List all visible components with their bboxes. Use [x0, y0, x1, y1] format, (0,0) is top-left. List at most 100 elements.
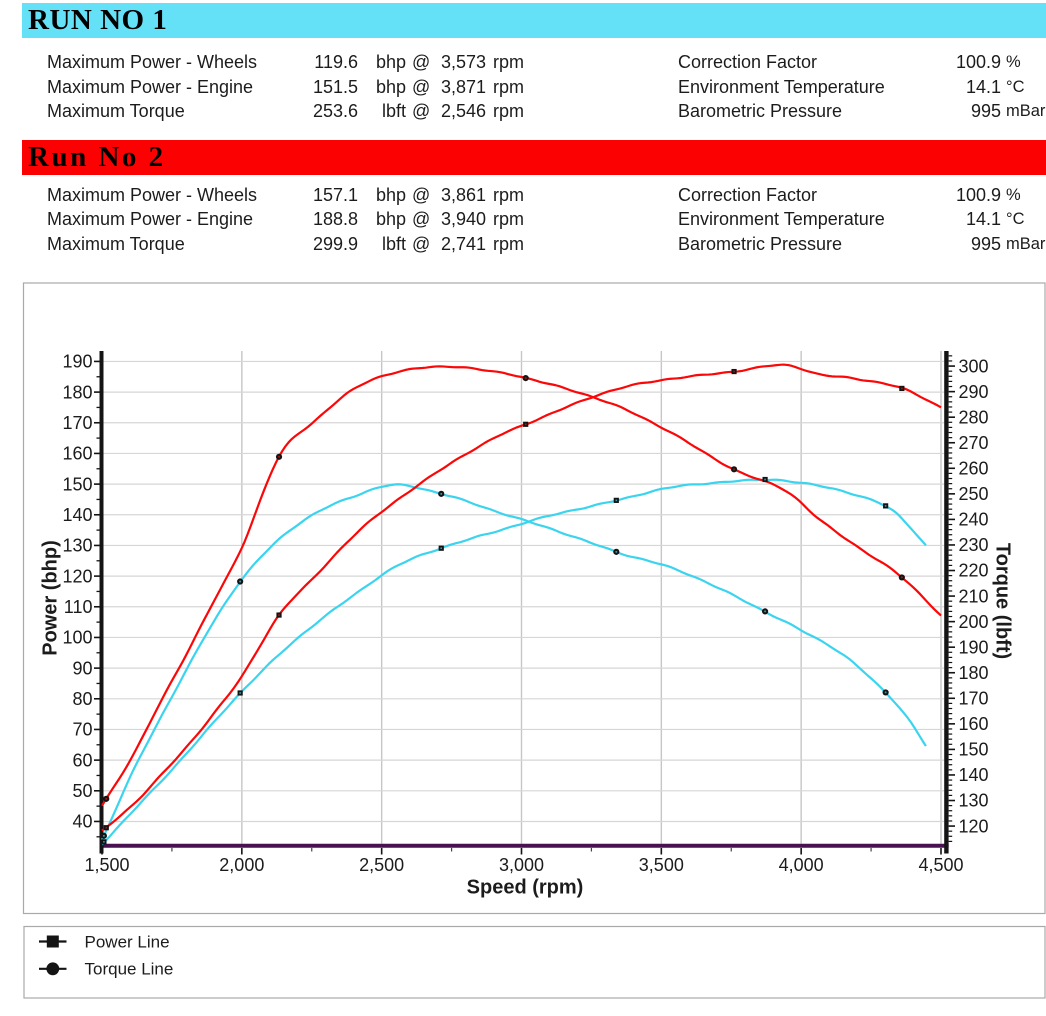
- run2-torque-curve: [101, 365, 942, 807]
- run1-torque-marker-core: [884, 691, 887, 694]
- stat-at-sign: @: [412, 209, 431, 229]
- power-tick-label: 140: [62, 505, 92, 525]
- stat-label: Maximum Power - Wheels: [47, 52, 258, 72]
- x-tick-label: 3,500: [639, 855, 684, 875]
- power-tick-label: 150: [62, 474, 92, 494]
- torque-tick-label: 280: [959, 407, 989, 427]
- stat-value: 188.8: [312, 209, 358, 229]
- legend-circle-marker: [46, 962, 60, 976]
- run1-power-marker-core: [764, 478, 766, 481]
- legend-label: Torque Line: [85, 960, 174, 979]
- run1-power-marker-core: [103, 841, 105, 843]
- condition-unit: %: [1006, 185, 1021, 204]
- run1-torque-marker-core: [239, 580, 242, 583]
- torque-tick-label: 180: [959, 663, 989, 683]
- stat-label: Maximum Torque: [47, 101, 185, 121]
- power-axis-title: Power (bhp): [40, 540, 62, 656]
- torque-tick-label: 190: [959, 637, 989, 657]
- power-tick-label: 60: [72, 750, 92, 770]
- run2-power-marker-core: [105, 826, 108, 829]
- run2-torque-marker-core: [524, 377, 527, 380]
- x-tick-label: 1,500: [84, 855, 129, 875]
- stat-rpm: 3,940: [440, 209, 486, 229]
- run2-power-marker-core: [278, 614, 280, 616]
- run1-torque-marker-core: [102, 834, 105, 837]
- chart-frame: [22, 282, 1046, 915]
- power-tick-label: 70: [72, 720, 92, 740]
- power-tick-label: 130: [62, 536, 92, 556]
- run2-title: Run No 2: [28, 141, 166, 173]
- torque-tick-label: 300: [959, 356, 989, 376]
- run1-power-marker-core: [884, 505, 887, 507]
- torque-tick-label: 200: [959, 612, 989, 632]
- run2-torque-marker-core: [278, 455, 281, 458]
- stat-at-sign: @: [412, 76, 431, 97]
- torque-tick-label: 170: [959, 688, 989, 708]
- condition-value: 995: [970, 233, 1001, 254]
- run1-power-marker-core: [239, 692, 241, 694]
- run1-torque-marker-core: [764, 610, 767, 613]
- power-tick-label: 180: [62, 382, 92, 402]
- run1-torque-marker-core: [615, 550, 618, 553]
- condition-label: Correction Factor: [678, 184, 818, 205]
- stat-value: 299.9: [312, 233, 358, 254]
- run1-stat-row-2: Maximum Power - Engine 151.5 bhp @ 3,871…: [0, 75, 1025, 99]
- torque-tick-label: 220: [959, 561, 989, 581]
- run2-stat-row-3: Maximum Torque 299.9 lbft @ 2,741 rpm Ba…: [0, 232, 1045, 256]
- stat-rpm: 3,871: [440, 76, 486, 97]
- run1-power-curve: [101, 478, 927, 846]
- condition-label: Barometric Pressure: [678, 101, 843, 121]
- run1-title: RUN NO 1: [28, 4, 168, 36]
- condition-label: Correction Factor: [678, 52, 818, 72]
- run2-power-marker-core: [901, 387, 903, 390]
- run2-torque-marker-core: [105, 797, 108, 800]
- x-tick-label: 4,500: [918, 855, 963, 875]
- condition-unit: %: [1006, 53, 1021, 71]
- condition-unit: mBar: [1006, 234, 1046, 253]
- torque-tick-label: 130: [959, 791, 989, 811]
- torque-tick-label: 160: [959, 714, 989, 734]
- power-tick-label: 170: [62, 413, 92, 433]
- x-tick-label: 2,500: [359, 855, 404, 875]
- stat-rpm-unit: rpm: [493, 76, 524, 97]
- run2-torque-marker-core: [733, 468, 736, 471]
- stat-at-sign: @: [412, 101, 431, 121]
- run2-power-marker-core: [733, 370, 735, 373]
- x-axis-title: Speed (rpm): [467, 877, 584, 899]
- stat-rpm-unit: rpm: [493, 233, 524, 254]
- legend-frame: [23, 925, 1046, 999]
- condition-unit: °C: [1006, 210, 1025, 228]
- legend-label: Power Line: [85, 932, 170, 951]
- run1-stat-row-1: Maximum Power - Wheels 119.6 bhp @ 3,573…: [0, 50, 1021, 74]
- torque-tick-label: 250: [959, 484, 989, 504]
- stat-rpm-unit: rpm: [493, 52, 524, 72]
- condition-value: 995: [970, 101, 1001, 121]
- legend-square-marker: [46, 935, 59, 948]
- stat-at-sign: @: [412, 184, 431, 205]
- run1-torque-marker-core: [440, 492, 443, 495]
- run2-power-curve: [101, 363, 942, 832]
- condition-label: Environment Temperature: [678, 209, 885, 229]
- stat-rpm-unit: rpm: [493, 209, 524, 229]
- torque-tick-label: 240: [959, 510, 989, 530]
- stat-value: 253.6: [312, 101, 358, 121]
- stat-label: Maximum Torque: [47, 233, 185, 254]
- stat-rpm: 3,861: [440, 184, 486, 205]
- stat-rpm-unit: rpm: [493, 101, 524, 121]
- run2-banner: Run No 2: [22, 140, 1046, 175]
- x-tick-label: 3,000: [499, 855, 544, 875]
- run1-torque-curve: [100, 483, 927, 841]
- torque-tick-label: 230: [959, 535, 989, 555]
- x-tick-label: 2,000: [219, 855, 264, 875]
- run1-power-marker-core: [440, 547, 443, 550]
- torque-axis-title: Torque (lbft): [992, 543, 1014, 659]
- stat-unit: lbft: [381, 101, 406, 121]
- torque-tick-label: 150: [959, 740, 989, 760]
- condition-unit: °C: [1006, 77, 1025, 96]
- run2-torque-marker-core: [900, 576, 903, 579]
- stat-unit: bhp: [375, 52, 406, 72]
- stat-label: Maximum Power - Wheels: [47, 184, 258, 205]
- stat-label: Maximum Power - Engine: [47, 209, 254, 229]
- stat-unit: bhp: [375, 76, 406, 97]
